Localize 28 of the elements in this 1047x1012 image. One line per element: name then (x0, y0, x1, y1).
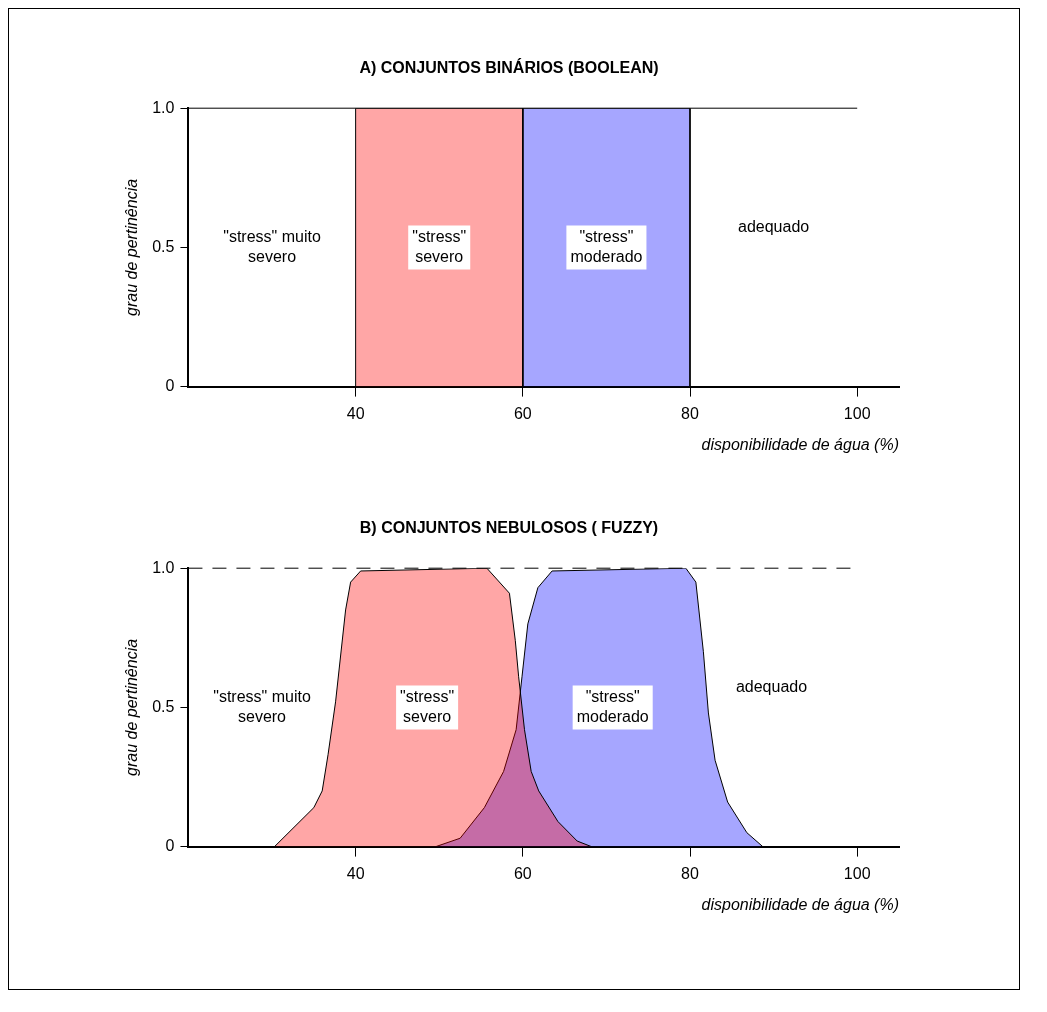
y-tick-label: 0.5 (152, 237, 175, 255)
x-axis-title: disponibilidade de água (%) (701, 435, 899, 453)
annotation: "stress" muito severo (223, 227, 321, 265)
x-axis-title: disponibilidade de água (%) (701, 895, 899, 913)
annotation: "stress" muito severo (213, 687, 311, 725)
y-axis-title: grau de pertinência (123, 638, 141, 776)
x-tick-label: 60 (513, 864, 532, 882)
x-tick-label: 80 (681, 864, 700, 882)
x-tick-label: 80 (681, 404, 700, 422)
x-tick-label: 100 (843, 864, 871, 882)
x-tick-label: 40 (346, 404, 365, 422)
chart-title: A) CONJUNTOS BINÁRIOS (BOOLEAN) (359, 58, 659, 77)
x-tick-label: 60 (513, 404, 532, 422)
y-tick-label: 0.5 (152, 697, 175, 715)
annotation: adequado (738, 218, 810, 236)
x-tick-label: 40 (346, 864, 365, 882)
y-tick-label: 0 (165, 837, 175, 855)
y-tick-label: 1.0 (152, 558, 175, 576)
chart-title: B) CONJUNTOS NEBULOSOS ( FUZZY) (359, 519, 659, 537)
series-label: "stress" severo (412, 227, 467, 265)
series-label: "stress" moderado (576, 687, 649, 725)
x-tick-label: 100 (843, 404, 871, 422)
y-axis-title: grau de pertinência (123, 178, 141, 316)
series-label: "stress" severo (400, 687, 455, 725)
annotation: adequado (735, 678, 808, 696)
y-tick-label: 1.0 (152, 98, 175, 116)
series-label: "stress" moderado (570, 227, 643, 265)
y-tick-label: 0 (165, 377, 175, 395)
